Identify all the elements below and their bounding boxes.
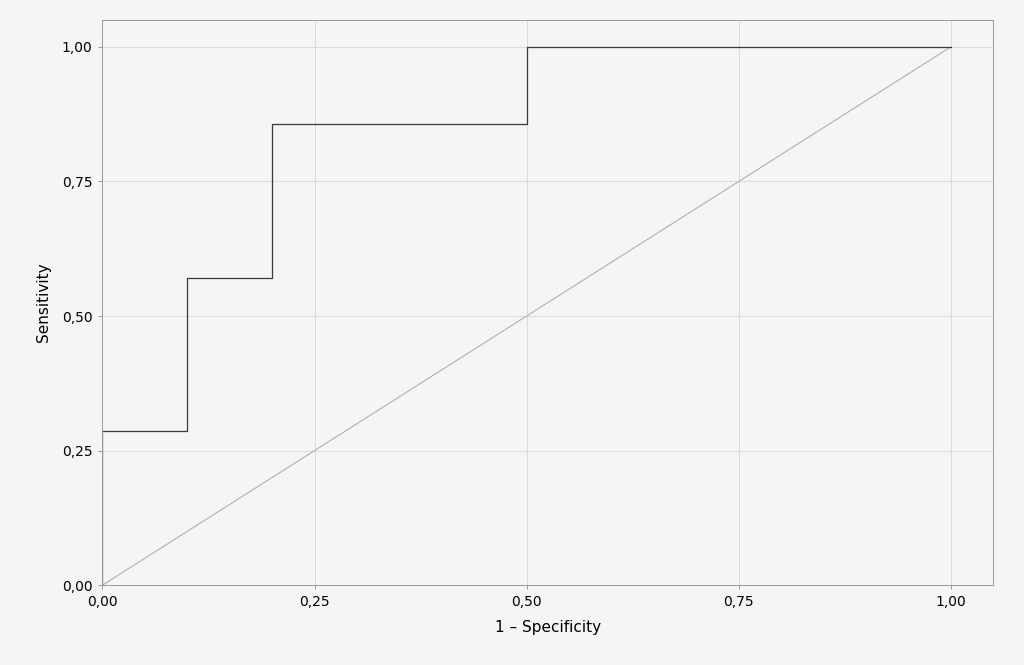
X-axis label: 1 – Specificity: 1 – Specificity: [495, 620, 601, 635]
Y-axis label: Sensitivity: Sensitivity: [36, 263, 51, 342]
